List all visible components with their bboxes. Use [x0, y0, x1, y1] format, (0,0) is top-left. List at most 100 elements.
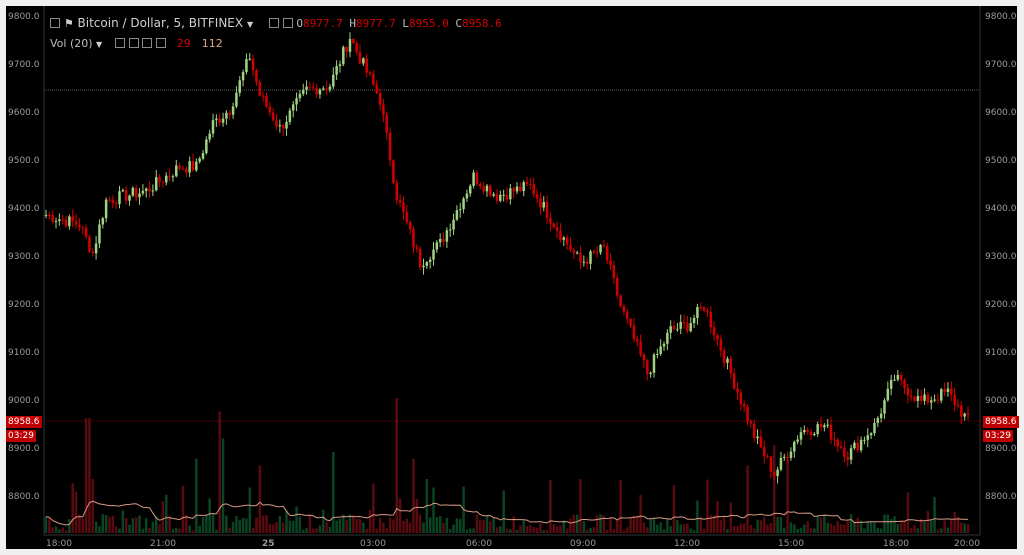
volume-bar [793, 524, 796, 533]
visibility-icon[interactable] [282, 18, 293, 28]
volume-bar [88, 418, 91, 533]
y-tick-label: 9700.0 [985, 60, 1017, 70]
candle-body [525, 182, 529, 185]
volume-bar [762, 517, 766, 533]
y-tick-label: 8900.0 [985, 444, 1017, 454]
open-label: O [296, 17, 304, 30]
candle-body [729, 358, 733, 374]
volume-bar [68, 519, 71, 533]
volume-bar [686, 523, 689, 533]
volume-bar [465, 529, 469, 533]
candle-body [913, 396, 916, 401]
volume-bar [81, 518, 84, 533]
candle-body [696, 307, 699, 318]
candle-body [362, 58, 365, 64]
volume-bar [565, 528, 569, 533]
candle-body [188, 161, 191, 173]
candle-body [769, 456, 773, 472]
volume-bar [809, 528, 813, 533]
volume-bar [696, 500, 699, 533]
candle-body [382, 104, 385, 115]
candle-body [335, 66, 338, 75]
volume-bar [535, 527, 539, 533]
candle-body [960, 405, 963, 417]
volume-bar [766, 524, 769, 533]
y-tick-label: 9100.0 [8, 348, 40, 358]
volume-bar [622, 530, 626, 533]
volume-bar [238, 520, 242, 533]
candle-body [271, 112, 275, 121]
candle-body [793, 441, 796, 452]
volume-bar [879, 528, 883, 533]
volume-bar [712, 515, 716, 533]
volume-more-icon[interactable] [142, 38, 153, 48]
candle-body [629, 318, 632, 326]
x-tick-label: 21:00 [150, 539, 176, 549]
volume-bar [198, 525, 201, 533]
candle-body [101, 218, 105, 225]
volume-bar [378, 517, 382, 533]
volume-bar [469, 528, 472, 533]
candle-body [906, 388, 910, 396]
candle-body [301, 89, 305, 94]
volume-bar [575, 514, 579, 533]
candle-body [783, 456, 786, 458]
y-tick-label: 9600.0 [8, 108, 40, 118]
volume-bar [966, 524, 970, 533]
volume-settings-icon[interactable] [128, 38, 139, 48]
candle-body [609, 260, 612, 266]
volume-bar [629, 517, 632, 533]
candle-body [689, 323, 692, 332]
candle-body [395, 182, 399, 201]
volume-bar [402, 520, 405, 533]
candle-body [636, 338, 639, 342]
volume-bar [933, 496, 936, 533]
candle-body [853, 442, 856, 449]
candle-body [702, 307, 706, 311]
settings-icon[interactable] [268, 18, 279, 28]
x-tick-label: 09:00 [570, 539, 596, 549]
volume-bar [375, 528, 378, 533]
volume-bar [388, 517, 392, 533]
volume-bar [889, 519, 893, 533]
volume-bar [796, 528, 799, 533]
candle-body [378, 93, 382, 105]
candle-body [719, 339, 723, 351]
volume-bar [816, 515, 819, 533]
volume-bar [385, 528, 388, 533]
candle-body [833, 439, 836, 441]
volume-bar [699, 516, 703, 533]
symbol-title[interactable]: Bitcoin / Dollar, 5, BITFINEX [77, 16, 244, 30]
volume-bar [893, 516, 896, 533]
candle-body [933, 399, 936, 401]
candle-body [265, 95, 268, 107]
volume-study-title[interactable]: Vol (20) [50, 37, 93, 50]
high-value: 8977.7 [356, 17, 396, 30]
volume-visibility-icon[interactable] [115, 38, 126, 48]
volume-bar [823, 514, 826, 533]
volume-bar [398, 498, 402, 533]
volume-bar [255, 517, 258, 533]
volume-bar [846, 521, 849, 533]
candle-body [415, 247, 419, 249]
candle-body [201, 153, 205, 159]
symbol-legend: ⚑ Bitcoin / Dollar, 5, BITFINEX ▼ O8977.… [50, 16, 502, 30]
candle-body [44, 214, 48, 216]
volume-bar [559, 525, 562, 533]
volume-bar [883, 514, 886, 533]
candle-body [843, 448, 846, 457]
volume-close-icon[interactable] [155, 38, 166, 48]
symbol-dropdown-icon[interactable]: ▼ [246, 20, 254, 29]
volume-bar [522, 520, 525, 533]
volume-bar [362, 522, 365, 533]
candle-body [532, 184, 535, 195]
candle-body [565, 237, 569, 245]
candle-body [245, 59, 248, 73]
candle-body [462, 198, 465, 210]
candle-body [375, 84, 378, 94]
volume-dropdown-icon[interactable]: ▼ [96, 40, 103, 49]
candle-body [268, 106, 272, 113]
x-tick-label: 18:00 [46, 539, 72, 549]
collapse-legend-icon[interactable] [50, 18, 60, 28]
